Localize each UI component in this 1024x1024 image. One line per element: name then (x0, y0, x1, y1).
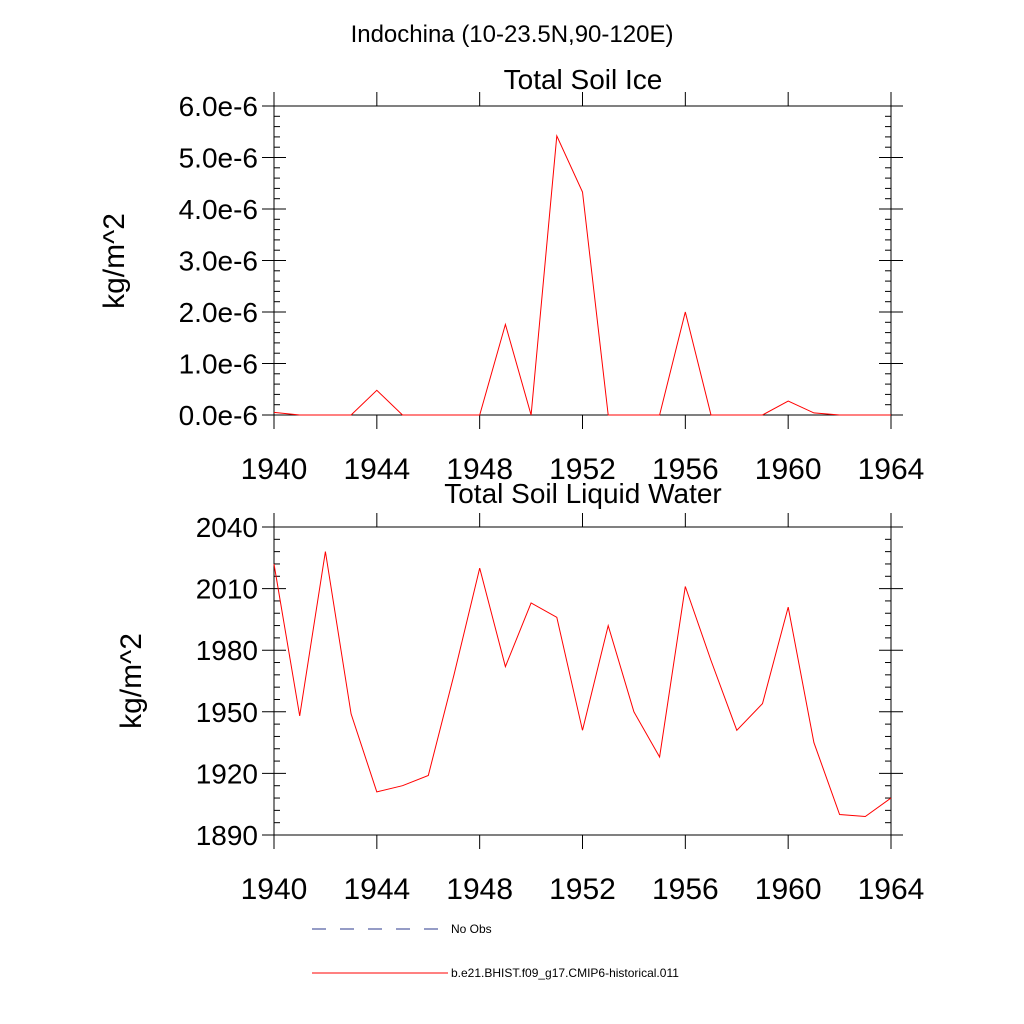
x-tick-label: 1956 (652, 453, 719, 486)
x-tick-label: 1964 (858, 873, 925, 906)
x-tick-label: 1964 (858, 453, 925, 486)
plot-frame (273, 526, 892, 836)
plot-title: Total Soil Liquid Water (444, 478, 722, 509)
y-tick-label: 6.0e-6 (179, 91, 258, 122)
x-tick-label: 1940 (241, 873, 308, 906)
y-axis-label: kg/m^2 (98, 213, 131, 309)
legend: No Obs b.e21.BHIST.f09_g17.CMIP6-histori… (312, 922, 679, 980)
y-tick-label: 2.0e-6 (179, 297, 258, 328)
y-tick-label: 1.0e-6 (179, 349, 258, 380)
x-tick-label: 1944 (343, 453, 410, 486)
y-tick-label: 1890 (196, 820, 258, 851)
x-tick-label: 1948 (446, 453, 513, 486)
plot-title: Total Soil Ice (504, 64, 663, 95)
y-tick-label: 0.0e-6 (179, 400, 258, 431)
x-tick-label: 1952 (549, 873, 616, 906)
y-tick-label: 2010 (196, 574, 258, 605)
legend-label-no-obs: No Obs (451, 922, 492, 936)
y-tick-label: 2040 (196, 512, 258, 543)
figure-suptitle: Indochina (10-23.5N,90-120E) (351, 21, 674, 48)
series-line (273, 133, 891, 416)
y-tick-label: 5.0e-6 (179, 143, 258, 174)
y-tick-label: 1950 (196, 697, 258, 728)
x-tick-label: 1960 (755, 873, 822, 906)
plot-frame (273, 105, 892, 416)
plot-total-soil-ice: Total Soil Ice kg/m^2 0.0e-6 1.0e-6 2.0e-6… (98, 64, 924, 486)
plot-total-soil-liquid-water: Total Soil Liquid Water kg/m^2 1890 1920 1… (115, 478, 924, 906)
series-line (273, 551, 892, 818)
x-tick-label: 1960 (755, 453, 822, 486)
y-tick-label: 1980 (196, 635, 258, 666)
y-axis-label: kg/m^2 (115, 633, 148, 729)
x-tick-label: 1952 (549, 453, 616, 486)
y-tick-label: 4.0e-6 (179, 194, 258, 225)
x-tick-label: 1948 (446, 873, 513, 906)
legend-label-model: b.e21.BHIST.f09_g17.CMIP6-historical.011 (451, 966, 679, 980)
y-tick-label: 3.0e-6 (179, 246, 258, 277)
x-tick-label: 1956 (652, 873, 719, 906)
x-tick-label: 1944 (343, 873, 410, 906)
x-tick-label: 1940 (241, 453, 308, 486)
y-tick-label: 1920 (196, 758, 258, 789)
